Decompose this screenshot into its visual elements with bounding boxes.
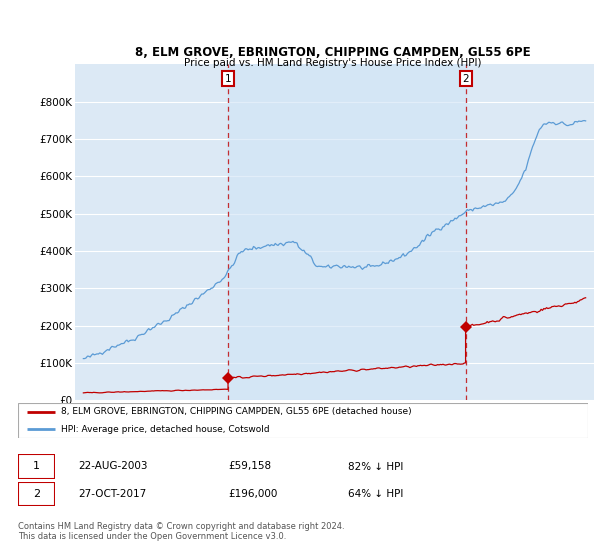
Bar <box>228 64 466 400</box>
Text: £59,158: £59,158 <box>228 461 271 472</box>
Text: 27-OCT-2017: 27-OCT-2017 <box>78 489 146 499</box>
Text: 1: 1 <box>225 74 232 84</box>
Text: 22-AUG-2003: 22-AUG-2003 <box>78 461 148 472</box>
FancyBboxPatch shape <box>18 482 55 506</box>
Text: 2: 2 <box>462 74 469 84</box>
Text: £196,000: £196,000 <box>228 489 277 499</box>
Text: Price paid vs. HM Land Registry's House Price Index (HPI): Price paid vs. HM Land Registry's House … <box>184 58 482 68</box>
FancyBboxPatch shape <box>18 454 55 479</box>
Text: 8, ELM GROVE, EBRINGTON, CHIPPING CAMPDEN, GL55 6PE (detached house): 8, ELM GROVE, EBRINGTON, CHIPPING CAMPDE… <box>61 407 412 417</box>
Text: 64% ↓ HPI: 64% ↓ HPI <box>348 489 403 499</box>
Text: 1: 1 <box>33 461 40 472</box>
Text: Contains HM Land Registry data © Crown copyright and database right 2024.
This d: Contains HM Land Registry data © Crown c… <box>18 522 344 542</box>
Text: 2: 2 <box>33 489 40 499</box>
Text: HPI: Average price, detached house, Cotswold: HPI: Average price, detached house, Cots… <box>61 424 269 434</box>
Text: 82% ↓ HPI: 82% ↓ HPI <box>348 461 403 472</box>
FancyBboxPatch shape <box>18 403 588 438</box>
Text: 8, ELM GROVE, EBRINGTON, CHIPPING CAMPDEN, GL55 6PE: 8, ELM GROVE, EBRINGTON, CHIPPING CAMPDE… <box>135 46 531 59</box>
